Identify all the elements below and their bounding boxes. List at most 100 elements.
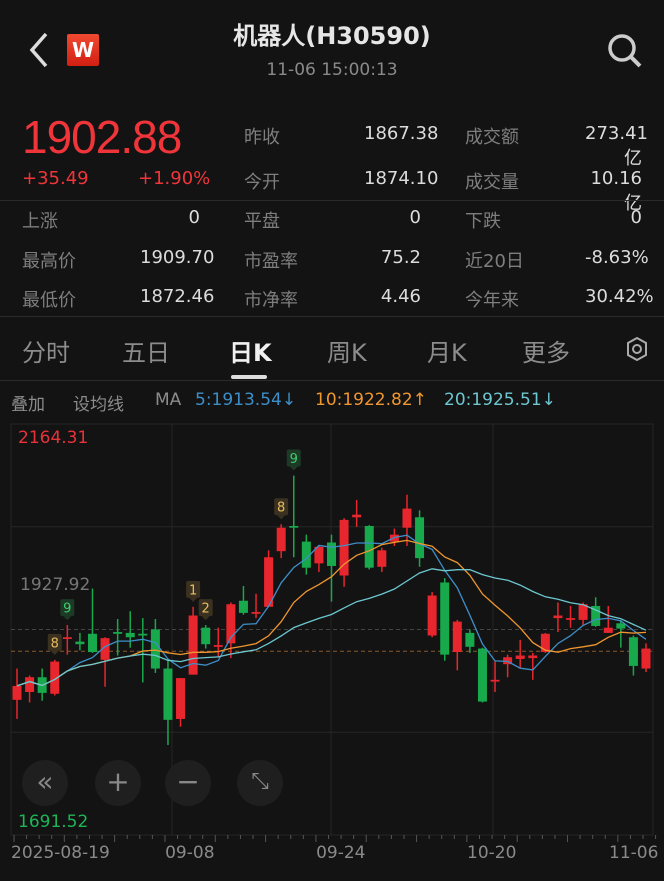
candle-body [314,546,324,564]
candle-body [188,615,198,675]
stat-value: 4.46 [380,286,421,307]
candle-body [25,677,35,693]
candle-body [566,618,576,620]
y-min-label: 1691.52 [18,812,89,832]
candle-body [503,657,513,665]
search-button[interactable] [604,30,644,70]
stat-value: 0 [630,207,642,228]
candle-body [641,648,651,669]
divider [0,316,664,317]
ma-label: MA [155,390,182,410]
divider [0,380,664,381]
ma20-value: 20:1925.51↓ [444,390,556,410]
stat-label: 上涨 [22,211,58,232]
stat-label: 昨收 [244,127,280,148]
stat-value: 75.2 [380,247,421,268]
tab-5[interactable]: 更多 [522,339,570,367]
zoom-in-button[interactable]: + [95,760,141,806]
candle-body [603,627,613,633]
signal-label: 9 [63,602,71,617]
candle-body [515,655,525,659]
y-mid-label: 1927.92 [20,575,91,595]
signal-badge [186,580,201,598]
candle-body [452,621,462,653]
candle-body [616,623,626,629]
signal-badge [198,599,213,617]
signal-pointer [189,597,198,602]
signal-badge [60,599,75,617]
candle-body [427,595,437,636]
stat-label: 今开 [244,172,280,193]
last-price: 1902.88 [22,111,182,163]
stat-label: 市盈率 [244,251,298,272]
x-axis-label: 2025-08-19 [11,843,110,863]
candle-body [276,527,286,552]
stat-label: 最低价 [22,290,76,311]
fullscreen-button[interactable]: ⤡ [237,760,283,806]
candle-body [226,604,236,644]
candle-body [352,514,362,518]
x-axis-label: 10-20 [467,843,517,863]
signal-label: 9 [290,452,298,467]
price-change-pct: +1.90% [138,168,211,189]
app-logo: W [67,34,99,66]
candle-body [339,519,349,576]
stat-value: -8.63% [585,247,649,268]
stat-value: 273.41亿 [585,123,648,169]
candle-body [402,508,412,528]
ma10-value: 10:1922.82↑ [315,390,427,410]
candle-body [301,541,311,568]
stat-value: 0 [188,207,200,228]
ma20-line [16,568,647,687]
back-button[interactable] [26,30,54,70]
set-ma-button[interactable]: 设均线 [73,395,124,415]
stat-label: 今年来 [465,290,519,311]
ma5-line [16,534,647,687]
candle-body [213,645,223,647]
candle-body [264,557,274,607]
tab-0[interactable]: 分时 [22,339,70,367]
tab-3[interactable]: 周K [327,339,367,367]
price-change: +35.49 [22,168,89,189]
chart-settings-button[interactable] [625,336,649,366]
signal-badge [274,498,289,516]
stat-label: 成交额 [465,127,519,148]
settings-hexagon-icon [627,336,647,362]
signal-pointer [201,616,210,621]
stat-value: 30.42% [585,286,654,307]
stat-label: 市净率 [244,290,298,311]
signal-pointer [50,650,59,655]
overlay-button[interactable]: 叠加 [11,395,45,415]
candle-body [113,632,123,634]
stat-value: 1909.70 [140,247,215,268]
timestamp: 11-06 15:00:13 [266,60,398,80]
candle-body [100,638,110,660]
x-axis-label: 11-06 [609,843,659,863]
stat-label: 最高价 [22,251,76,272]
candle-body [477,648,487,702]
scroll-left-button[interactable]: « [22,760,68,806]
candle-body [377,550,387,567]
tab-4[interactable]: 月K [427,339,467,367]
candle-body [415,517,425,559]
candle-body [50,661,60,694]
candle-body [289,525,299,528]
candle-body [628,637,638,666]
x-axis-label: 09-08 [165,843,215,863]
candle-body [138,633,148,636]
candle-body [540,633,550,653]
stat-value: 1872.46 [140,286,215,307]
tab-2[interactable]: 日K [229,339,272,367]
signal-badge [286,449,301,467]
tab-1[interactable]: 五日 [122,339,170,367]
stat-label: 成交量 [465,172,519,193]
candle-body [327,542,336,566]
chevron-left-icon [29,32,48,68]
active-tab-indicator [231,375,267,379]
signal-pointer [63,616,72,621]
candle-body [201,627,211,645]
candle-body [553,615,563,619]
candle-body [87,633,97,653]
zoom-out-button[interactable]: − [165,760,211,806]
